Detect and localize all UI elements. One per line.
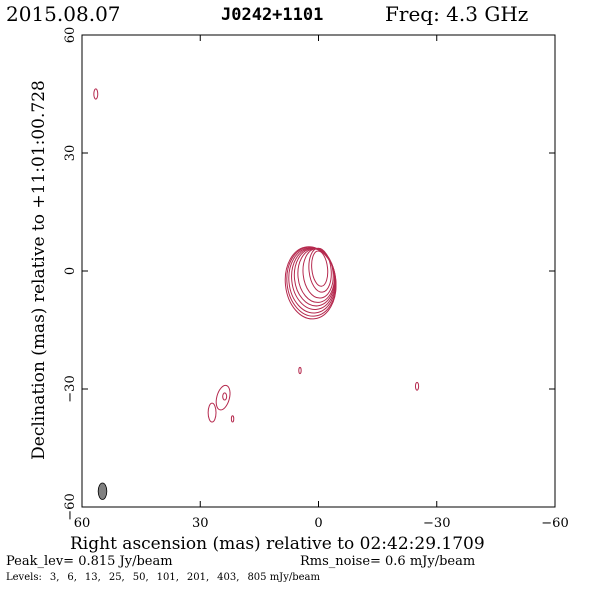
y-tick-label: 0 — [63, 267, 78, 275]
source-name: J0242+1101 — [221, 5, 324, 25]
x-tick-label: −30 — [423, 516, 450, 531]
x-tick-label: −60 — [541, 516, 568, 531]
noise-contour — [215, 384, 231, 411]
level-value: 25, — [108, 572, 125, 583]
core-contour — [284, 246, 337, 320]
levels-label: Levels: — [6, 572, 42, 583]
x-tick-label: 30 — [192, 516, 209, 531]
plot-frame — [81, 34, 556, 508]
x-tick-label: 0 — [314, 516, 322, 531]
x-tick-label: 60 — [74, 516, 91, 531]
noise-contour — [230, 415, 235, 423]
noise-contour — [298, 366, 302, 375]
rms-noise: Rms_noise= 0.6 mJy/beam — [300, 554, 476, 569]
level-value: 201, — [186, 572, 210, 583]
noise-contour — [93, 88, 99, 100]
beam-ellipse-group — [97, 482, 108, 500]
tick-labels: 60 30 0 −30 −60 −60 −30 0 30 60 — [63, 27, 569, 531]
level-value: 13, — [84, 572, 101, 583]
noise-contour — [207, 402, 217, 423]
y-axis-label: Declination (mas) relative to +11:01:00.… — [29, 80, 49, 460]
noise-contour — [222, 392, 228, 401]
level-value: 3, — [49, 572, 60, 583]
peak-level: Peak_lev= 0.815 Jy/beam — [6, 554, 173, 569]
y-tick-label: −60 — [63, 493, 78, 520]
level-value: 6, — [67, 572, 77, 583]
level-value: 50, — [132, 572, 149, 583]
contour-levels: Levels: 3, 6, 13, 25, 50, 101, 201, 403, 805 mJy/… — [6, 572, 320, 583]
x-axis-label: Right ascension (mas) relative to 02:42:… — [70, 534, 485, 554]
frequency-label: Freq: 4.3 GHz — [385, 2, 529, 26]
level-value: 805 mJy/beam — [247, 572, 320, 583]
contour-lines — [93, 88, 420, 423]
level-value: 101, — [156, 572, 179, 583]
y-tick-label: 30 — [63, 145, 78, 162]
y-tick-label: 60 — [63, 27, 78, 44]
axis-ticks — [81, 34, 556, 508]
level-value: 403, — [217, 572, 240, 583]
core-contour — [311, 250, 329, 287]
observation-date: 2015.08.07 — [6, 2, 121, 26]
levels-values: 3, 6, 13, 25, 50, 101, 201, 403, 805 mJy/beam — [42, 572, 320, 583]
beam-ellipse — [97, 482, 108, 500]
core-contour — [302, 248, 334, 299]
y-tick-label: −30 — [63, 375, 78, 402]
noise-contour — [414, 381, 420, 391]
